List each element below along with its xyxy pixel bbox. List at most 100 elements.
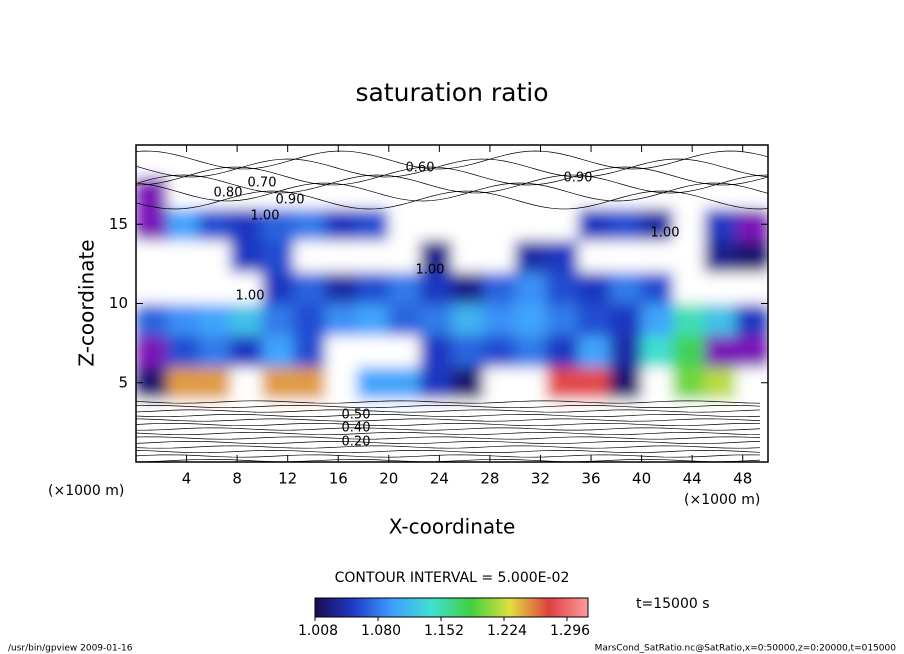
cell [293,398,327,431]
cell [483,207,516,241]
cell [293,429,327,462]
x-tick-label: 8 [232,470,242,488]
cell [325,239,358,273]
cell [577,366,611,400]
footer-left: /usr/bin/gpview 2009-01-16 [8,644,133,654]
cell [546,398,579,431]
cell [704,145,737,178]
cell [388,366,421,400]
colorbar [314,597,589,618]
cell [609,176,643,209]
cell [514,271,548,304]
cell [514,239,548,273]
cell [451,303,485,336]
cell [325,398,358,431]
colorbar-tick-label: 1.008 [298,623,338,639]
cell [325,145,358,178]
cell [483,145,516,178]
contour-line [136,436,761,440]
cell [514,303,548,336]
cell [419,366,453,400]
cell [419,271,453,304]
cell [451,145,485,178]
cell [356,145,390,178]
contour-label: 0.50 [342,408,371,423]
cell [641,303,674,336]
colorbar-tick-label: 1.152 [424,623,464,639]
cell [419,429,453,462]
cell [198,271,232,304]
contour-line [136,413,761,418]
cell [451,239,485,273]
contour-line [136,422,761,427]
contour-label: 0.60 [406,161,435,176]
cell [198,176,232,209]
contour-line [136,190,768,210]
cell [641,239,674,273]
cell [451,398,485,431]
cell [325,271,358,304]
cell [546,334,579,368]
cell [325,429,358,462]
cell [356,366,390,400]
cell [704,271,737,304]
x-tick-label: 48 [733,470,752,488]
cell [577,239,611,273]
contour-label: 0.20 [342,435,371,450]
cell [641,207,674,241]
cell [704,176,737,209]
cell [198,303,232,336]
cell [356,239,390,273]
cell [704,303,737,336]
cell [735,303,768,336]
cell [609,271,643,304]
cell [641,334,674,368]
contour-label: 1.00 [416,263,445,278]
x-tick-label: 40 [632,470,651,488]
cell [451,334,485,368]
y-axis-label: Z-coordinate [75,239,99,366]
cell [735,271,768,304]
contour-label: 0.90 [276,193,305,208]
cell [293,176,327,209]
cell [546,207,579,241]
x-tick-label: 24 [430,470,449,488]
cell [546,271,579,304]
cell [577,398,611,431]
cell [198,145,232,178]
cell [261,303,295,336]
cell [704,207,737,241]
x-tick-label: 28 [480,470,499,488]
contour-line [136,440,761,445]
cell [609,366,643,400]
cell [609,239,643,273]
chart-title: saturation ratio [355,78,548,107]
cell [230,271,263,304]
cell [230,303,263,336]
x-tick-label: 36 [581,470,600,488]
cell [451,207,485,241]
cell [419,145,453,178]
x-tick-label: 44 [683,470,702,488]
cell [483,334,516,368]
cell [609,303,643,336]
cell [483,303,516,336]
cell [609,334,643,368]
y-tick-label: 10 [109,294,128,312]
footer-right: MarsCond_SatRatio.nc@SatRatio,x=0:50000,… [595,644,897,654]
cell [641,366,674,400]
cell [261,429,295,462]
cell [546,145,579,178]
cell [577,303,611,336]
contour-line [136,454,761,458]
cell [546,429,579,462]
cell [388,207,421,241]
cell [577,334,611,368]
cell [167,207,200,241]
cell [609,398,643,431]
cell [388,334,421,368]
cell [230,239,263,273]
cell [167,334,200,368]
cell [261,271,295,304]
cell [735,429,768,462]
